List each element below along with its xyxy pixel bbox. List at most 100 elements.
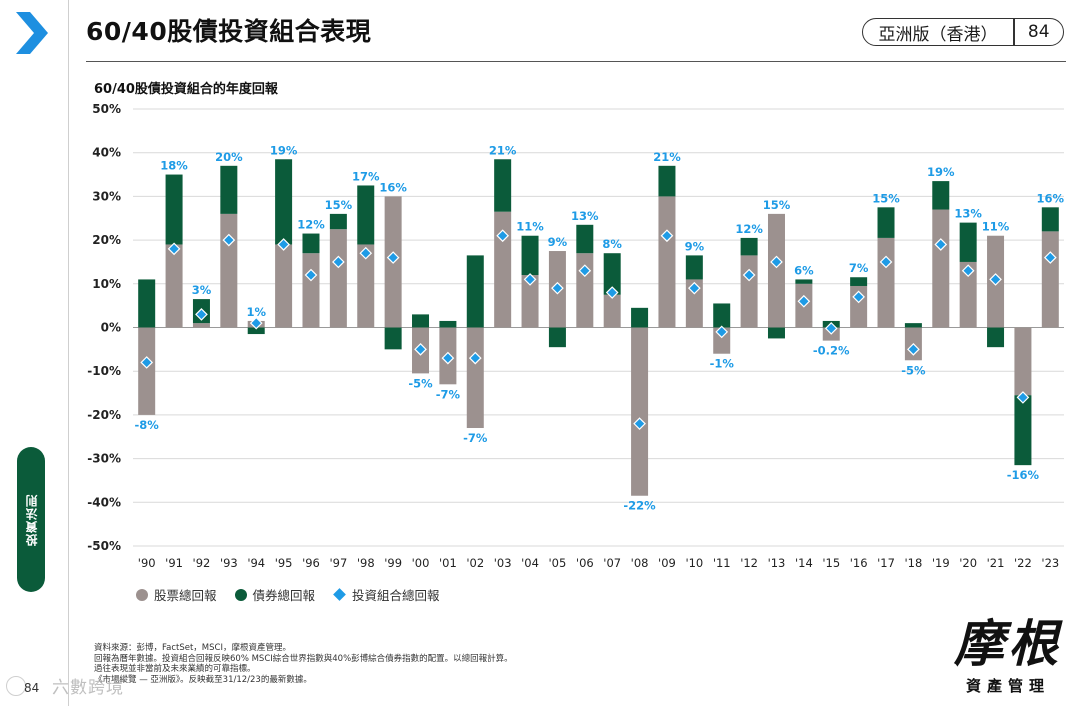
portfolio-marker xyxy=(578,264,592,278)
x-tick-label: '18 xyxy=(904,556,922,570)
stock-bar xyxy=(877,237,895,328)
x-tick-label: '98 xyxy=(357,556,375,570)
y-tick-label: 40% xyxy=(92,146,121,160)
stock-bar xyxy=(603,294,621,328)
sidebar-tab-investment-principles[interactable]: 投資法則 xyxy=(17,447,45,592)
legend-swatch-bond xyxy=(234,588,247,601)
legend-item-stock: 股票總回報 xyxy=(136,585,217,604)
bond-bar xyxy=(795,279,813,284)
y-tick-label: 10% xyxy=(92,277,121,291)
edition-separator xyxy=(1013,18,1015,46)
bond-bar xyxy=(850,277,868,286)
data-label: -16% xyxy=(1007,468,1040,482)
data-label: 15% xyxy=(763,198,791,212)
stock-bar xyxy=(165,244,183,328)
bond-bar xyxy=(877,207,895,238)
data-label: 16% xyxy=(1037,191,1065,205)
chevron-logo-icon xyxy=(16,12,48,54)
x-tick-label: '17 xyxy=(877,556,895,570)
chart-title: 60/40股債投資組合的年度回報 xyxy=(94,82,278,97)
x-tick-label: '96 xyxy=(302,556,320,570)
portfolio-marker xyxy=(742,268,756,282)
footnotes: 資料來源：彭博，FactSet，MSCI，摩根資產管理。 回報為曆年數據。投資組… xyxy=(94,643,513,685)
footnote-method: 回報為曆年數據。投資組合回報反映60% MSCI綜合世界指數與40%彭博綜合債券… xyxy=(94,653,513,664)
x-tick-label: '21 xyxy=(987,556,1005,570)
x-tick-label: '00 xyxy=(412,556,430,570)
stock-bar xyxy=(220,213,238,328)
y-tick-label: 20% xyxy=(92,233,121,247)
bond-bar xyxy=(384,327,402,350)
stock-bar xyxy=(658,196,676,328)
stock-bar xyxy=(1014,327,1032,396)
bond-bar xyxy=(740,237,758,256)
portfolio-marker xyxy=(496,229,510,243)
legend-swatch-portfolio-diamond-icon xyxy=(333,588,346,601)
stock-bar xyxy=(740,255,758,328)
y-tick-label: -10% xyxy=(87,364,121,378)
bond-bar xyxy=(466,255,484,328)
data-label: 21% xyxy=(489,143,517,157)
data-label: 12% xyxy=(735,222,763,236)
footnote-source: 資料來源：彭博，FactSet，MSCI，摩根資產管理。 xyxy=(94,643,291,653)
portfolio-marker xyxy=(961,264,975,278)
x-tick-label: '16 xyxy=(850,556,868,570)
x-tick-label: '91 xyxy=(165,556,183,570)
portfolio-marker xyxy=(605,286,619,299)
x-tick-label: '12 xyxy=(740,556,758,570)
data-label: 12% xyxy=(297,218,325,232)
data-label: 19% xyxy=(927,165,955,179)
portfolio-marker xyxy=(140,356,154,369)
stock-bar xyxy=(329,229,347,328)
legend-label-portfolio: 投資組合總回報 xyxy=(352,588,440,603)
data-label: 20% xyxy=(215,150,243,164)
stock-bar xyxy=(685,279,703,328)
bond-bar xyxy=(685,255,703,280)
bond-bar xyxy=(959,222,977,262)
x-tick-label: '02 xyxy=(466,556,484,570)
portfolio-marker xyxy=(879,255,893,269)
portfolio-marker xyxy=(660,229,674,243)
page-title: 60/40股債投資組合表現 xyxy=(86,17,372,46)
x-tick-label: '94 xyxy=(247,556,265,570)
portfolio-marker xyxy=(222,233,236,247)
x-tick-label: '01 xyxy=(439,556,457,570)
data-label: -1% xyxy=(710,357,735,371)
x-tick-label: '11 xyxy=(713,556,731,570)
portfolio-marker xyxy=(907,343,920,356)
y-tick-label: 0% xyxy=(101,321,121,335)
x-tick-label: '04 xyxy=(521,556,539,570)
data-label: 15% xyxy=(872,191,900,205)
portfolio-marker xyxy=(1016,391,1030,404)
bond-bar xyxy=(1014,395,1032,466)
legend-item-bond: 債券總回報 xyxy=(234,585,315,604)
y-tick-label: 50% xyxy=(92,102,121,116)
bond-bar xyxy=(631,307,649,328)
brand-logo-subtitle: 資產管理 xyxy=(965,677,1050,695)
data-label: -0.2% xyxy=(813,344,850,358)
bond-bar xyxy=(658,165,676,197)
bond-bar xyxy=(329,213,347,230)
stock-bar xyxy=(357,244,375,328)
portfolio-marker xyxy=(441,351,455,365)
bond-bar xyxy=(521,235,539,276)
portfolio-marker xyxy=(1043,251,1057,264)
stock-bar xyxy=(521,275,539,328)
y-tick-label: -20% xyxy=(87,408,121,422)
x-tick-label: '19 xyxy=(932,556,950,570)
portfolio-marker xyxy=(386,251,400,264)
portfolio-marker xyxy=(934,238,948,251)
portfolio-marker xyxy=(687,281,701,295)
x-tick-label: '20 xyxy=(959,556,977,570)
x-tick-label: '15 xyxy=(822,556,840,570)
x-tick-label: '95 xyxy=(275,556,293,570)
data-label: 11% xyxy=(516,220,544,234)
x-tick-label: '99 xyxy=(384,556,402,570)
edition-page-number: 84 xyxy=(1027,22,1050,42)
data-label: 9% xyxy=(548,235,568,249)
y-tick-label: -50% xyxy=(87,539,121,553)
data-label: 1% xyxy=(246,305,266,319)
stock-bar xyxy=(466,327,484,429)
data-label: -22% xyxy=(623,499,656,513)
header-rule xyxy=(86,61,1066,62)
